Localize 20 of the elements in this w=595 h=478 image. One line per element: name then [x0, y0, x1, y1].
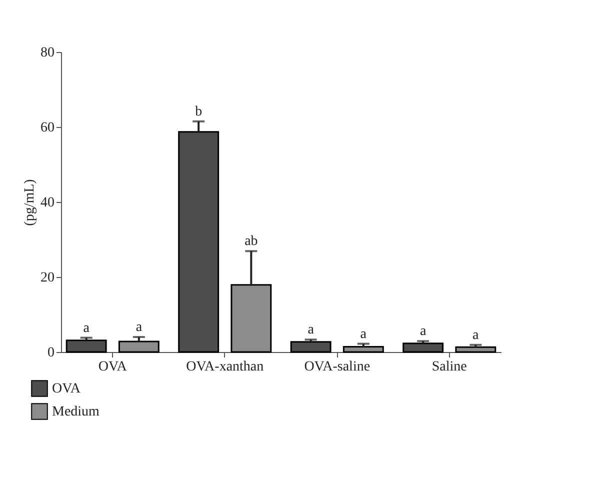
legend-label: OVA — [52, 382, 82, 396]
annotation: a — [360, 326, 368, 342]
annotation: b — [195, 104, 202, 120]
annotation: a — [420, 324, 427, 340]
y-tick-label: 0 — [48, 346, 54, 360]
x-tick-label: OVA-xanthan — [186, 360, 264, 374]
y-tick-label: 60 — [40, 120, 54, 136]
y-tick-label: 40 — [40, 196, 54, 210]
y-axis-title: (pg/mL) — [22, 178, 38, 226]
legend-label: Medium — [52, 404, 100, 420]
annotation: a — [472, 328, 480, 343]
annotation: a — [308, 322, 315, 338]
x-tick-label: OVA-saline — [304, 360, 370, 374]
annotation: ab — [244, 234, 258, 250]
y-tick-label: 80 — [40, 46, 54, 60]
y-tick-label: 20 — [40, 270, 54, 286]
x-tick-label: OVA — [98, 360, 128, 374]
annotation: a — [83, 320, 90, 336]
x-tick-label: Saline — [432, 360, 467, 374]
annotation: a — [136, 320, 143, 335]
